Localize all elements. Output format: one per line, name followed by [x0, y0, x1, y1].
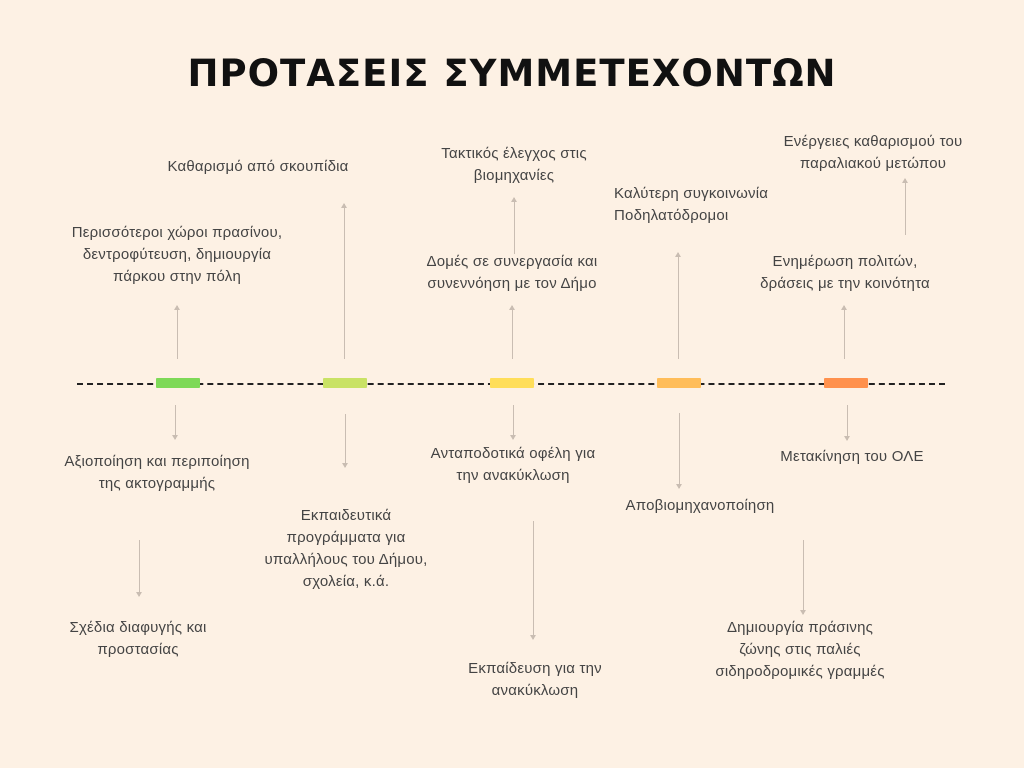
timeline-segment-4 [657, 378, 701, 388]
label-down-2: Εκπαιδευτικά προγράμματα για υπαλλήλους … [264, 507, 428, 590]
label-up-5-far: Ενέργειες καθαρισμού του παραλιακού μετώ… [783, 133, 963, 172]
label-down-1-far: Σχέδια διαφυγής και προστασίας [69, 619, 207, 658]
label-down-3-near: Ανταποδοτικά οφέλη για την ανακύκλωση [430, 445, 596, 484]
label-up-1: Περισσότεροι χώροι πρασίνου, δεντροφύτευ… [71, 224, 283, 285]
label-down-4: Αποβιομηχανοποίηση [625, 497, 775, 514]
label-down-5-near: Μετακίνηση του ΟΛΕ [780, 448, 924, 465]
connector-down-5-far [800, 540, 806, 615]
label-up-2: Καθαρισμό από σκουπίδια [167, 158, 349, 175]
label-up-3-near: Δομές σε συνεργασία και συνεννόηση με το… [426, 253, 598, 292]
label-up-4: Καλύτερη συγκοινωνία Ποδηλατόδρομοι [614, 185, 769, 224]
label-down-5-far: Δημιουργία πράσινης ζώνης στις παλιές σι… [715, 619, 885, 680]
connector-down-1-far [136, 540, 142, 597]
connector-up-3-far [511, 197, 517, 254]
label-up-5-near: Ενημέρωση πολιτών, δράσεις με την κοινότ… [760, 253, 930, 292]
label-up-3-far: Τακτικός έλεγχος στις βιομηχανίες [441, 145, 587, 184]
timeline-segment-3 [490, 378, 534, 388]
connector-up-1 [174, 305, 180, 359]
connector-up-5-far [902, 178, 908, 235]
connector-up-4 [675, 252, 681, 359]
page-title: ΠΡΟΤΑΣΕΙΣ ΣΥΜΜΕΤΕΧΟΝΤΩΝ [187, 52, 837, 95]
connector-up-3-near [509, 305, 515, 359]
connector-down-3-far [530, 521, 536, 640]
timeline-segment-2 [323, 378, 367, 388]
connector-down-2 [342, 414, 348, 468]
connector-down-1-near [172, 405, 178, 440]
label-down-1-near: Αξιοποίηση και περιποίηση της ακτογραμμή… [64, 453, 250, 492]
connector-down-4 [676, 413, 682, 489]
connector-up-2 [341, 203, 347, 359]
connector-down-5-near [844, 405, 850, 441]
timeline-segment-1 [156, 378, 200, 388]
connector-up-5-near [841, 305, 847, 359]
timeline-segment-5 [824, 378, 868, 388]
label-down-3-far: Εκπαίδευση για την ανακύκλωση [468, 660, 602, 699]
connector-down-3-near [510, 405, 516, 440]
